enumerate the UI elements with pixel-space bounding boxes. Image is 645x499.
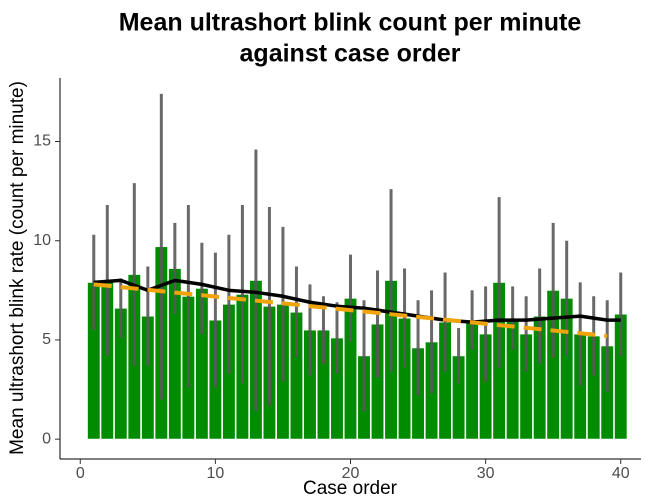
x-tick-label: 30 [477,465,495,482]
trend-line [93,282,608,338]
x-tick-label: 0 [76,465,85,482]
x-axis-label: Case order [303,478,398,499]
y-tick-label: 0 [42,430,51,447]
x-tick-label: 10 [206,465,224,482]
x-tick-label: 20 [342,465,360,482]
x-tick-label: 40 [612,465,630,482]
y-axis-label: Mean ultrashort blink rate (count per mi… [7,81,28,455]
y-tick-label: 10 [33,232,51,249]
y-tick-label: 5 [42,331,51,348]
smooth-line [93,278,621,324]
chart-title: against case order [240,40,461,68]
chart-title: Mean ultrashort blink count per minute [119,9,582,37]
y-tick-label: 15 [33,133,51,150]
